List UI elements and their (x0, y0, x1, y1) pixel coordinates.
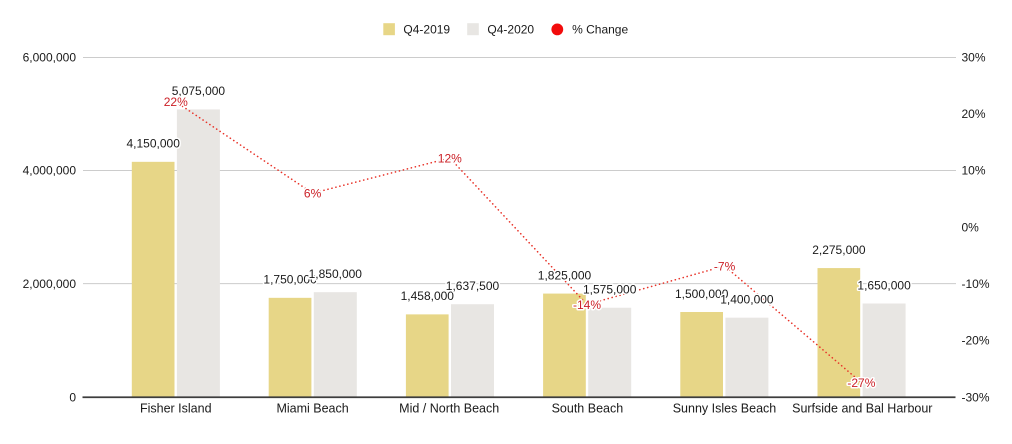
svg-text:Sunny Isles Beach: Sunny Isles Beach (673, 402, 777, 416)
svg-text:South Beach: South Beach (552, 402, 624, 416)
svg-text:1,400,000: 1,400,000 (720, 293, 774, 307)
svg-text:1,458,000: 1,458,000 (401, 289, 455, 303)
svg-text:1,575,000: 1,575,000 (583, 283, 637, 297)
svg-text:2,275,000: 2,275,000 (812, 243, 866, 257)
svg-text:1,650,000: 1,650,000 (857, 278, 911, 292)
svg-text:6%: 6% (304, 187, 322, 201)
svg-text:5,075,000: 5,075,000 (172, 84, 226, 98)
svg-text:-10%: -10% (962, 277, 990, 291)
svg-text:1,637,500: 1,637,500 (446, 279, 500, 293)
svg-text:4,000,000: 4,000,000 (23, 164, 77, 178)
svg-text:0%: 0% (962, 220, 980, 234)
svg-text:20%: 20% (962, 107, 986, 121)
svg-text:10%: 10% (962, 164, 986, 178)
svg-text:Mid / North Beach: Mid / North Beach (399, 402, 499, 416)
svg-text:1,750,000: 1,750,000 (263, 273, 317, 287)
svg-text:Q4-2020: Q4-2020 (487, 23, 534, 37)
svg-text:1,825,000: 1,825,000 (538, 268, 592, 282)
svg-text:1,500,000: 1,500,000 (675, 287, 729, 301)
svg-text:6,000,000: 6,000,000 (23, 50, 77, 64)
svg-text:12%: 12% (438, 151, 462, 165)
svg-text:-30%: -30% (962, 390, 990, 404)
svg-text:2,000,000: 2,000,000 (23, 277, 77, 291)
svg-text:22%: 22% (164, 95, 188, 109)
svg-text:Fisher Island: Fisher Island (140, 402, 212, 416)
svg-text:4,150,000: 4,150,000 (127, 137, 181, 151)
svg-text:1,850,000: 1,850,000 (309, 267, 363, 281)
svg-text:0: 0 (69, 390, 76, 404)
svg-text:-27%: -27% (847, 376, 875, 390)
svg-text:Surfside and Bal Harbour: Surfside and Bal Harbour (792, 402, 932, 416)
svg-text:Q4-2019: Q4-2019 (403, 23, 450, 37)
svg-text:-20%: -20% (962, 334, 990, 348)
svg-text:% Change: % Change (572, 23, 628, 37)
svg-text:-7%: -7% (714, 259, 736, 273)
svg-text:Miami Beach: Miami Beach (276, 402, 348, 416)
svg-text:30%: 30% (962, 50, 986, 64)
svg-text:-14%: -14% (573, 298, 601, 312)
